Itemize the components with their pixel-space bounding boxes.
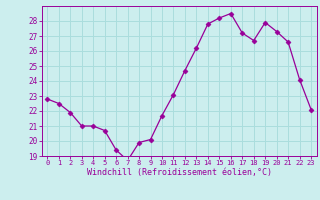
X-axis label: Windchill (Refroidissement éolien,°C): Windchill (Refroidissement éolien,°C)	[87, 168, 272, 177]
